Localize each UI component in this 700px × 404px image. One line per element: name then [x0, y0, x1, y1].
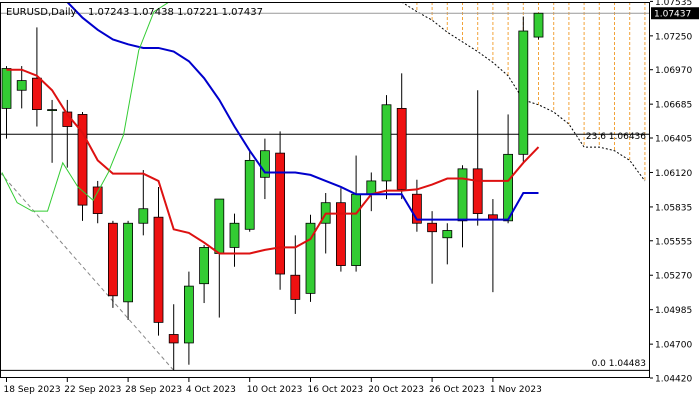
y-tick-label: 1.05835 [655, 203, 692, 213]
bear-candle [108, 222, 118, 297]
y-tick-label: 1.07535 [655, 0, 692, 8]
y-tick-label: 1.06970 [655, 66, 692, 76]
price-tag-bg [651, 7, 699, 20]
bull-candle [229, 222, 240, 248]
bull-candle [381, 104, 392, 182]
bear-candle [153, 216, 164, 323]
y-tick-label: 1.04420 [655, 375, 692, 385]
bull-candle [503, 153, 514, 222]
y-tick-label: 1.04700 [655, 341, 692, 351]
x-tick-label: 10 Oct 2023 [247, 385, 303, 395]
bull-candle [1, 68, 12, 109]
y-tick-label: 1.06405 [655, 135, 692, 145]
bear-candle [472, 168, 483, 214]
symbol-label: EURUSD,Daily [6, 7, 77, 18]
kijun-line [66, 2, 539, 221]
bull-candle [457, 168, 468, 222]
y-axis: 1.07535 1.07250 1.06970 1.06685 1.06405 1.061… [650, 0, 692, 385]
x-tick-label: 22 Sep 2023 [64, 385, 121, 395]
x-tick-label: 4 Oct 2023 [186, 385, 236, 395]
ohlc-readout: 1.07243 1.07438 1.07221 1.07437 [88, 7, 263, 18]
x-tick-label: 16 Oct 2023 [308, 385, 364, 395]
y-tick-label: 1.05555 [655, 237, 692, 247]
x-tick-label: 26 Oct 2023 [429, 385, 485, 395]
y-tick-label: 1.07250 [655, 32, 692, 42]
plot-frame [0, 2, 650, 378]
fib-236-label: 23.6 1.06436 [586, 132, 646, 142]
bear-candle [335, 202, 346, 266]
y-tick-label: 1.06120 [655, 169, 692, 179]
y-tick-label: 1.05270 [655, 272, 692, 282]
bull-candle [366, 180, 377, 195]
bull-candle [442, 230, 453, 239]
bear-candle [411, 193, 422, 224]
chart-header: EURUSD,Daily 1.07243 1.07438 1.07221 1.0… [6, 7, 263, 18]
chikou-line [1, 2, 170, 212]
bull-candle [47, 109, 57, 112]
fib-labels: 23.6 1.06436 0.0 1.04483 [586, 132, 646, 369]
candles [1, 12, 544, 371]
bear-candle [290, 274, 301, 300]
fib-trend-line [0, 172, 175, 371]
fib-0-label: 0.0 1.04483 [592, 359, 646, 369]
bear-candle [396, 107, 407, 190]
bull-candle [123, 222, 133, 303]
price-tag-label: 1.07437 [654, 10, 691, 20]
price-tag: 1.07437 [651, 7, 699, 20]
bull-candle [183, 285, 194, 344]
bear-candle [32, 77, 42, 111]
indicator-lines [1, 2, 540, 255]
y-tick-label: 1.04985 [655, 306, 692, 316]
bull-candle [259, 150, 270, 178]
x-tick-label: 28 Sep 2023 [125, 385, 182, 395]
bear-candle [275, 152, 286, 275]
bull-candle [518, 30, 529, 155]
bull-candle [138, 208, 149, 224]
bull-candle [351, 193, 362, 266]
bull-candle [244, 159, 255, 230]
x-tick-label: 1 Nov 2023 [490, 385, 542, 395]
x-tick-label: 20 Oct 2023 [368, 385, 424, 395]
bull-candle [199, 247, 210, 285]
x-tick-label: 18 Sep 2023 [4, 385, 61, 395]
bull-candle [533, 12, 544, 38]
y-tick-label: 1.06685 [655, 101, 692, 111]
tenkan-line [6, 68, 540, 255]
bear-candle [77, 114, 88, 206]
x-axis: 18 Sep 2023 22 Sep 2023 28 Sep 2023 4 Oct 2… [4, 378, 542, 395]
bull-candle [305, 222, 316, 294]
bear-candle [168, 334, 179, 344]
cloud-lower-boundary [401, 2, 646, 182]
bear-candle [427, 222, 438, 233]
bull-candle [16, 80, 27, 91]
bull-candle [214, 198, 225, 254]
